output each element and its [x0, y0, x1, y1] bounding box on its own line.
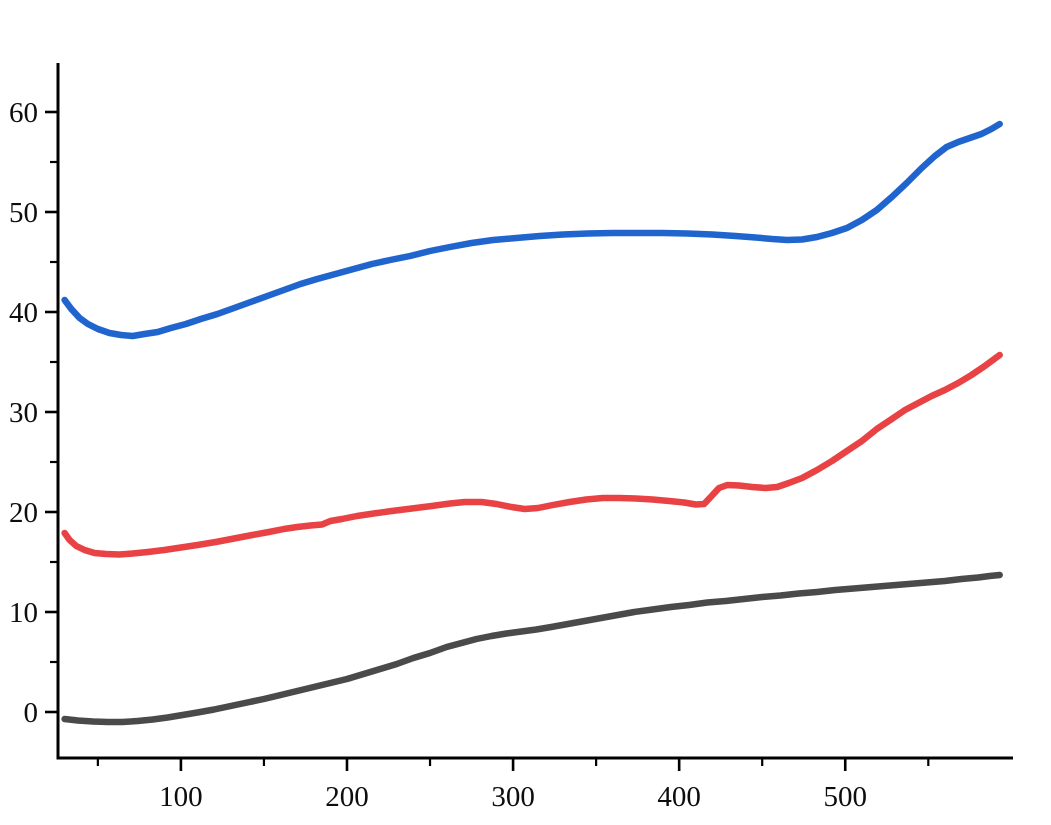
y-tick-label: 60: [9, 97, 38, 129]
x-tick-label: 500: [824, 781, 868, 813]
series-line-blue-series: [61, 120, 1003, 340]
y-tick-label: 10: [9, 597, 38, 629]
series-line-dark-gray-series: [61, 571, 1003, 726]
y-tick-label: 20: [9, 497, 38, 529]
x-tick-label: 400: [657, 781, 701, 813]
y-tick-label: 40: [9, 297, 38, 329]
y-tick-label: 30: [9, 397, 38, 429]
y-tick-label: 0: [24, 697, 39, 729]
x-tick-label: 100: [159, 781, 203, 813]
y-tick-label: 50: [9, 197, 38, 229]
x-tick-label: 300: [491, 781, 535, 813]
series-line-red-series: [61, 351, 1003, 558]
axes-spines: [56, 63, 1013, 760]
x-tick-label: 200: [325, 781, 369, 813]
